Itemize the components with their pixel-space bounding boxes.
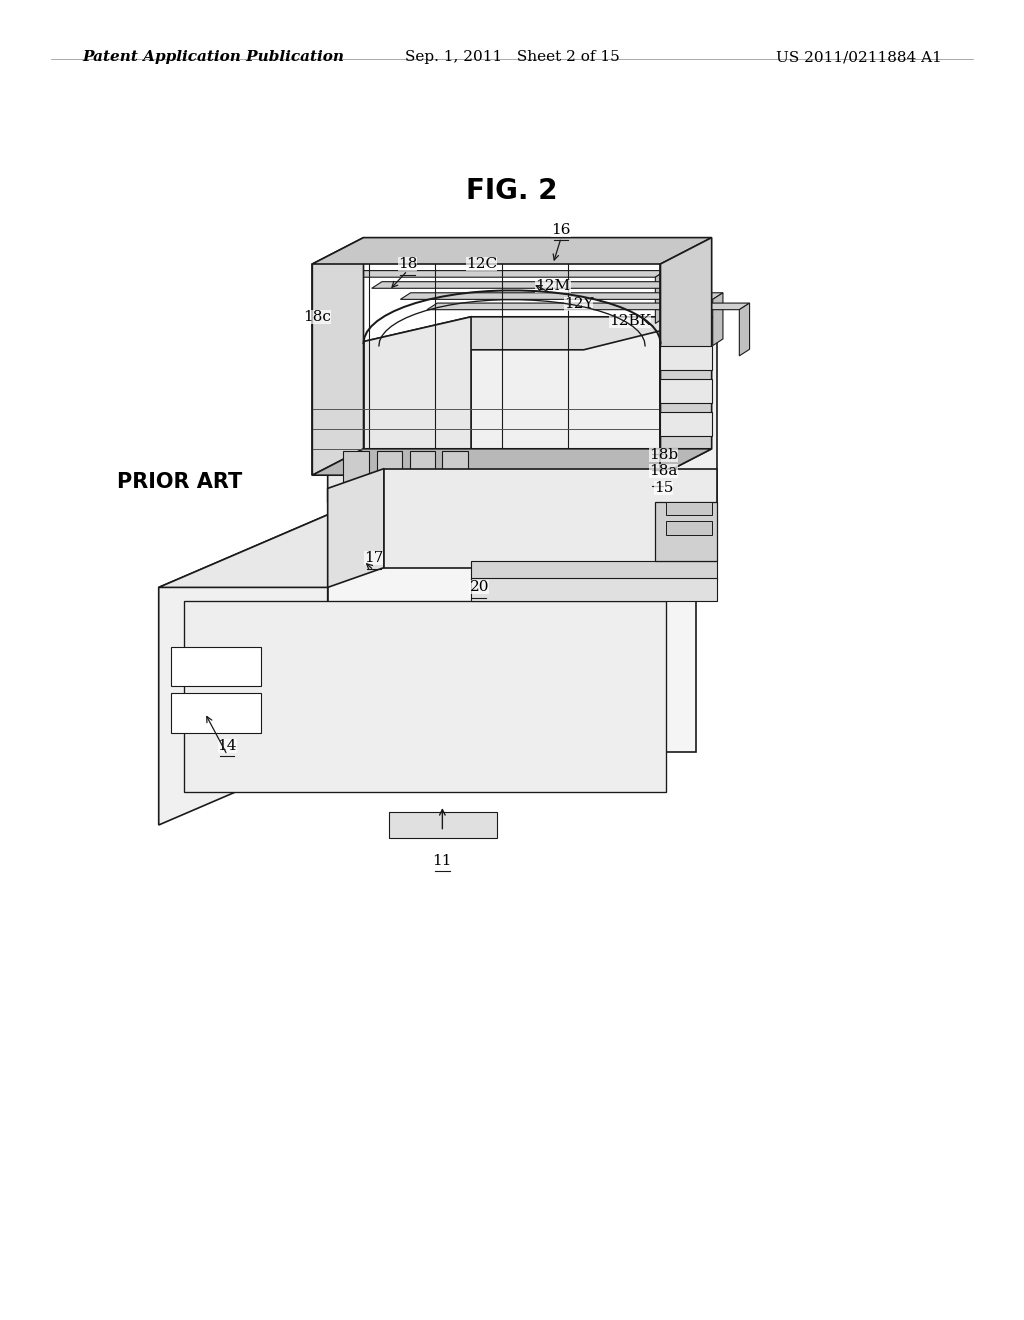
Polygon shape [655, 271, 666, 323]
Polygon shape [471, 578, 717, 601]
Text: 18a: 18a [649, 465, 678, 478]
Polygon shape [442, 451, 468, 482]
Text: 18b: 18b [649, 449, 678, 462]
Text: 16: 16 [551, 223, 571, 236]
Polygon shape [400, 293, 723, 300]
Text: 18: 18 [398, 257, 417, 271]
Polygon shape [389, 812, 497, 838]
Polygon shape [410, 451, 435, 482]
Text: 14: 14 [217, 739, 238, 752]
Text: 20: 20 [469, 581, 489, 594]
Text: Sep. 1, 2011   Sheet 2 of 15: Sep. 1, 2011 Sheet 2 of 15 [404, 50, 620, 65]
Polygon shape [343, 451, 369, 482]
Polygon shape [377, 451, 402, 482]
Polygon shape [159, 515, 696, 587]
Text: 12BK: 12BK [608, 314, 651, 327]
Text: PRIOR ART: PRIOR ART [117, 471, 242, 492]
Polygon shape [328, 317, 717, 350]
Polygon shape [666, 521, 712, 535]
Polygon shape [666, 502, 712, 515]
Polygon shape [384, 469, 717, 568]
Text: 15: 15 [654, 482, 673, 495]
Polygon shape [427, 304, 750, 310]
Polygon shape [655, 502, 717, 561]
Polygon shape [328, 469, 384, 587]
Polygon shape [713, 293, 723, 346]
Polygon shape [660, 379, 712, 403]
Polygon shape [328, 515, 696, 752]
Polygon shape [171, 647, 261, 686]
Text: 18c: 18c [303, 310, 332, 323]
Text: US 2011/0211884 A1: US 2011/0211884 A1 [776, 50, 942, 65]
Polygon shape [660, 238, 712, 475]
Polygon shape [660, 412, 712, 436]
Polygon shape [660, 346, 712, 370]
Polygon shape [739, 304, 750, 356]
Text: 12C: 12C [466, 257, 497, 271]
Polygon shape [184, 601, 666, 792]
Polygon shape [171, 693, 261, 733]
Polygon shape [471, 561, 717, 581]
Polygon shape [328, 317, 471, 502]
Polygon shape [684, 281, 694, 334]
Polygon shape [312, 238, 364, 475]
Text: 12Y: 12Y [564, 297, 593, 310]
Text: 12M: 12M [536, 280, 570, 293]
Polygon shape [312, 238, 712, 264]
Polygon shape [312, 449, 712, 475]
Polygon shape [159, 515, 328, 825]
Polygon shape [372, 281, 694, 288]
Text: Patent Application Publication: Patent Application Publication [82, 50, 344, 65]
Polygon shape [471, 317, 717, 535]
Text: FIG. 2: FIG. 2 [466, 177, 558, 206]
Polygon shape [343, 271, 666, 277]
Text: 11: 11 [432, 854, 453, 867]
Text: 17: 17 [365, 552, 383, 565]
